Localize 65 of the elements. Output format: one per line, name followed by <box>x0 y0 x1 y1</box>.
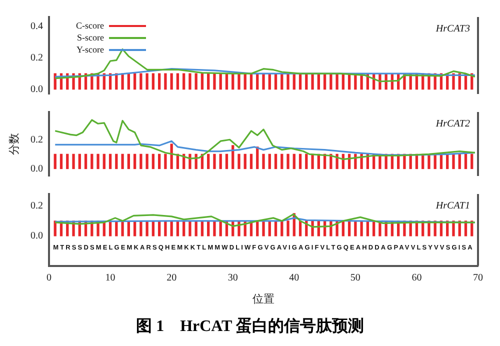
bar <box>60 154 63 170</box>
bar <box>102 154 106 170</box>
y-tick-label: 0.0 <box>30 84 43 95</box>
bar <box>286 154 290 170</box>
bar <box>250 154 253 170</box>
bar <box>140 154 142 170</box>
x-axis-title: 位置 <box>252 293 274 306</box>
bar <box>298 154 302 170</box>
legend-label: C-score <box>76 20 104 30</box>
x-tick-label: 0 <box>46 272 52 284</box>
y-tick-label: 0.2 <box>30 134 43 146</box>
bar <box>458 154 461 170</box>
bar <box>127 154 130 170</box>
bar <box>66 154 69 170</box>
bar <box>464 154 468 170</box>
bar <box>219 154 222 170</box>
bar <box>54 154 56 170</box>
x-tick-label: 40 <box>289 272 300 284</box>
y-tick-label: 0.0 <box>30 163 43 174</box>
x-tick-label: 50 <box>350 272 360 284</box>
bar <box>238 154 240 170</box>
bar <box>170 144 173 170</box>
bar <box>452 154 455 170</box>
x-tick-label: 70 <box>473 272 483 284</box>
bar <box>262 154 265 170</box>
bar <box>213 154 216 170</box>
bar <box>108 154 112 170</box>
bar <box>146 154 148 170</box>
bar <box>152 154 155 170</box>
bar <box>244 154 246 170</box>
bar <box>96 154 100 170</box>
bar <box>164 154 167 170</box>
bar <box>292 154 296 170</box>
bar <box>133 154 136 170</box>
bar <box>470 154 474 170</box>
bar <box>121 154 124 170</box>
bar <box>274 154 278 170</box>
bar <box>225 154 228 170</box>
y-tick-label: 0.4 <box>30 21 43 32</box>
x-tick-label: 10 <box>105 272 116 284</box>
bar <box>268 154 271 170</box>
bar <box>158 154 161 170</box>
legend-label: Y-score <box>76 44 104 54</box>
bar <box>84 154 88 170</box>
y-tick-label: 0.0 <box>30 230 43 242</box>
caption: 图 1 HrCAT 蛋白的信号肽预测 <box>135 316 365 337</box>
bar <box>115 154 118 170</box>
x-tick-label: 20 <box>166 272 177 284</box>
y-tick-label: 0.2 <box>30 200 43 212</box>
annotation: HrCAT2 <box>434 118 470 130</box>
bar <box>311 154 314 170</box>
bar <box>428 154 430 170</box>
x-tick-label: 30 <box>228 272 238 284</box>
annotation: HrCAT1 <box>434 200 470 212</box>
legend-label: S-score <box>77 32 104 42</box>
y-tick-label: 0.2 <box>30 52 43 64</box>
y-axis-title: 分数 <box>8 133 20 155</box>
x-tick-label: 60 <box>412 272 422 284</box>
bar <box>90 154 94 170</box>
annotation: HrCAT3 <box>434 24 470 35</box>
bar <box>78 154 81 170</box>
bar <box>207 154 210 170</box>
bar <box>72 154 75 170</box>
bar <box>305 154 308 170</box>
bar <box>280 154 284 170</box>
